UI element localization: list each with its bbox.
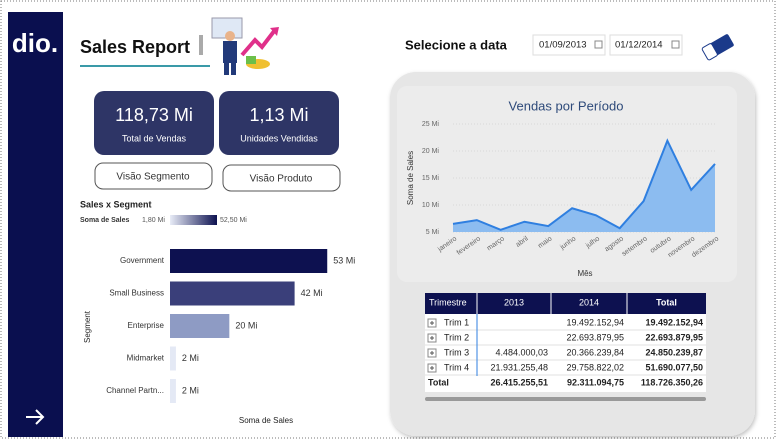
row-label: Trim 4 (444, 362, 469, 372)
bar-y-title: Segment (83, 310, 92, 343)
bar (170, 249, 328, 273)
view-button[interactable] (222, 164, 341, 192)
table-cell: 21.931.255,48 (490, 362, 548, 372)
expand-plus (430, 351, 434, 355)
sidebar (8, 12, 63, 437)
line-chart-title: Vendas por Período (509, 98, 624, 113)
date-start: 01/09/2013 (539, 40, 587, 51)
report-title: Sales Report (80, 37, 190, 57)
kpi-card (219, 91, 339, 155)
date-start-input[interactable] (532, 34, 606, 56)
date-label: Selecione a data (405, 37, 508, 52)
table-header (425, 293, 706, 314)
table-cell: 24.850.239,87 (645, 347, 703, 357)
kpi-card (94, 91, 214, 155)
view-button[interactable] (94, 162, 213, 190)
expand-plus (430, 321, 434, 325)
table-cell: 22.693.879,95 (645, 332, 703, 342)
table-cell: 92.311.094,75 (567, 377, 624, 387)
logo: dio. (12, 28, 58, 58)
legend-title: Soma de Sales (80, 217, 130, 224)
scrollbar[interactable] (425, 397, 706, 401)
view-button-label: Visão Produto (250, 174, 313, 185)
y-tick-label: 10 Mi (422, 202, 440, 209)
y-tick-label: 20 Mi (422, 148, 440, 155)
y-tick-label: 15 Mi (422, 175, 440, 182)
legend-gradient (170, 215, 217, 225)
x-axis-title: Mês (577, 269, 592, 278)
table-cell: 19.492.152,94 (566, 317, 624, 327)
category-label: Government (120, 256, 165, 265)
line-chart-card (397, 86, 737, 282)
bar (170, 281, 295, 306)
legend-max: 52,50 Mi (220, 217, 247, 224)
row-label: Trim 1 (444, 317, 469, 327)
calendar-icon[interactable] (671, 40, 680, 49)
category-label: Midmarket (127, 354, 165, 363)
bar-chart-title: Sales x Segment (80, 199, 152, 209)
bar-value-label: 42 Mi (301, 288, 323, 298)
column-header: Total (656, 297, 677, 307)
bar (170, 314, 230, 338)
date-end-input[interactable] (609, 34, 683, 56)
calendar-icon[interactable] (594, 40, 603, 49)
area (453, 140, 715, 232)
y-tick-label: 5 Mi (426, 229, 440, 236)
kpi-value: 1,13 Mi (249, 105, 308, 125)
table-cell: 51.690.077,50 (645, 362, 703, 372)
column-header: 2013 (504, 297, 524, 307)
kpi-value: 118,73 Mi (115, 105, 193, 125)
bar-value-label: 20 Mi (235, 320, 257, 330)
table-cell: 22.693.879,95 (566, 332, 624, 342)
column-header: 2014 (579, 297, 599, 307)
category-label: Enterprise (128, 321, 165, 330)
legend-min: 1,80 Mi (142, 217, 165, 224)
table-body (425, 314, 706, 392)
eraser-button[interactable] (701, 33, 735, 61)
column-header: Trimestre (429, 297, 467, 307)
next-arrow[interactable] (26, 409, 45, 425)
table-cell: 4.484.000,03 (495, 347, 548, 357)
date-end: 01/12/2014 (615, 40, 663, 51)
bar-value-label: 2 Mi (182, 385, 199, 395)
bar (170, 346, 176, 371)
bar-value-label: 53 Mi (333, 255, 355, 265)
kpi-label: Unidades Vendidas (240, 133, 318, 143)
y-axis-title: Soma de Sales (406, 151, 415, 205)
row-label: Trim 3 (444, 347, 469, 357)
row-label: Trim 2 (444, 332, 469, 342)
illustration (211, 17, 279, 75)
category-label: Channel Partn... (106, 386, 164, 395)
bar-x-title: Soma de Sales (239, 416, 293, 425)
table-cell: 118.726.350,26 (641, 377, 703, 387)
category-label: Small Business (109, 289, 164, 298)
view-button-label: Visão Segmento (116, 172, 190, 183)
table-cell: 19.492.152,94 (645, 317, 703, 327)
expand-plus (430, 336, 434, 340)
title-accent (199, 35, 203, 55)
expand-plus (430, 366, 434, 370)
bar (170, 379, 176, 403)
y-tick-label: 25 Mi (422, 121, 440, 128)
bar-value-label: 2 Mi (182, 353, 199, 363)
row-label: Total (428, 377, 449, 387)
table-cell: 26.415.255,51 (490, 377, 548, 387)
line (452, 138, 716, 231)
kpi-label: Total de Vendas (122, 133, 187, 143)
table-cell: 20.366.239,84 (566, 347, 624, 357)
table-cell: 29.758.822,02 (566, 362, 624, 372)
